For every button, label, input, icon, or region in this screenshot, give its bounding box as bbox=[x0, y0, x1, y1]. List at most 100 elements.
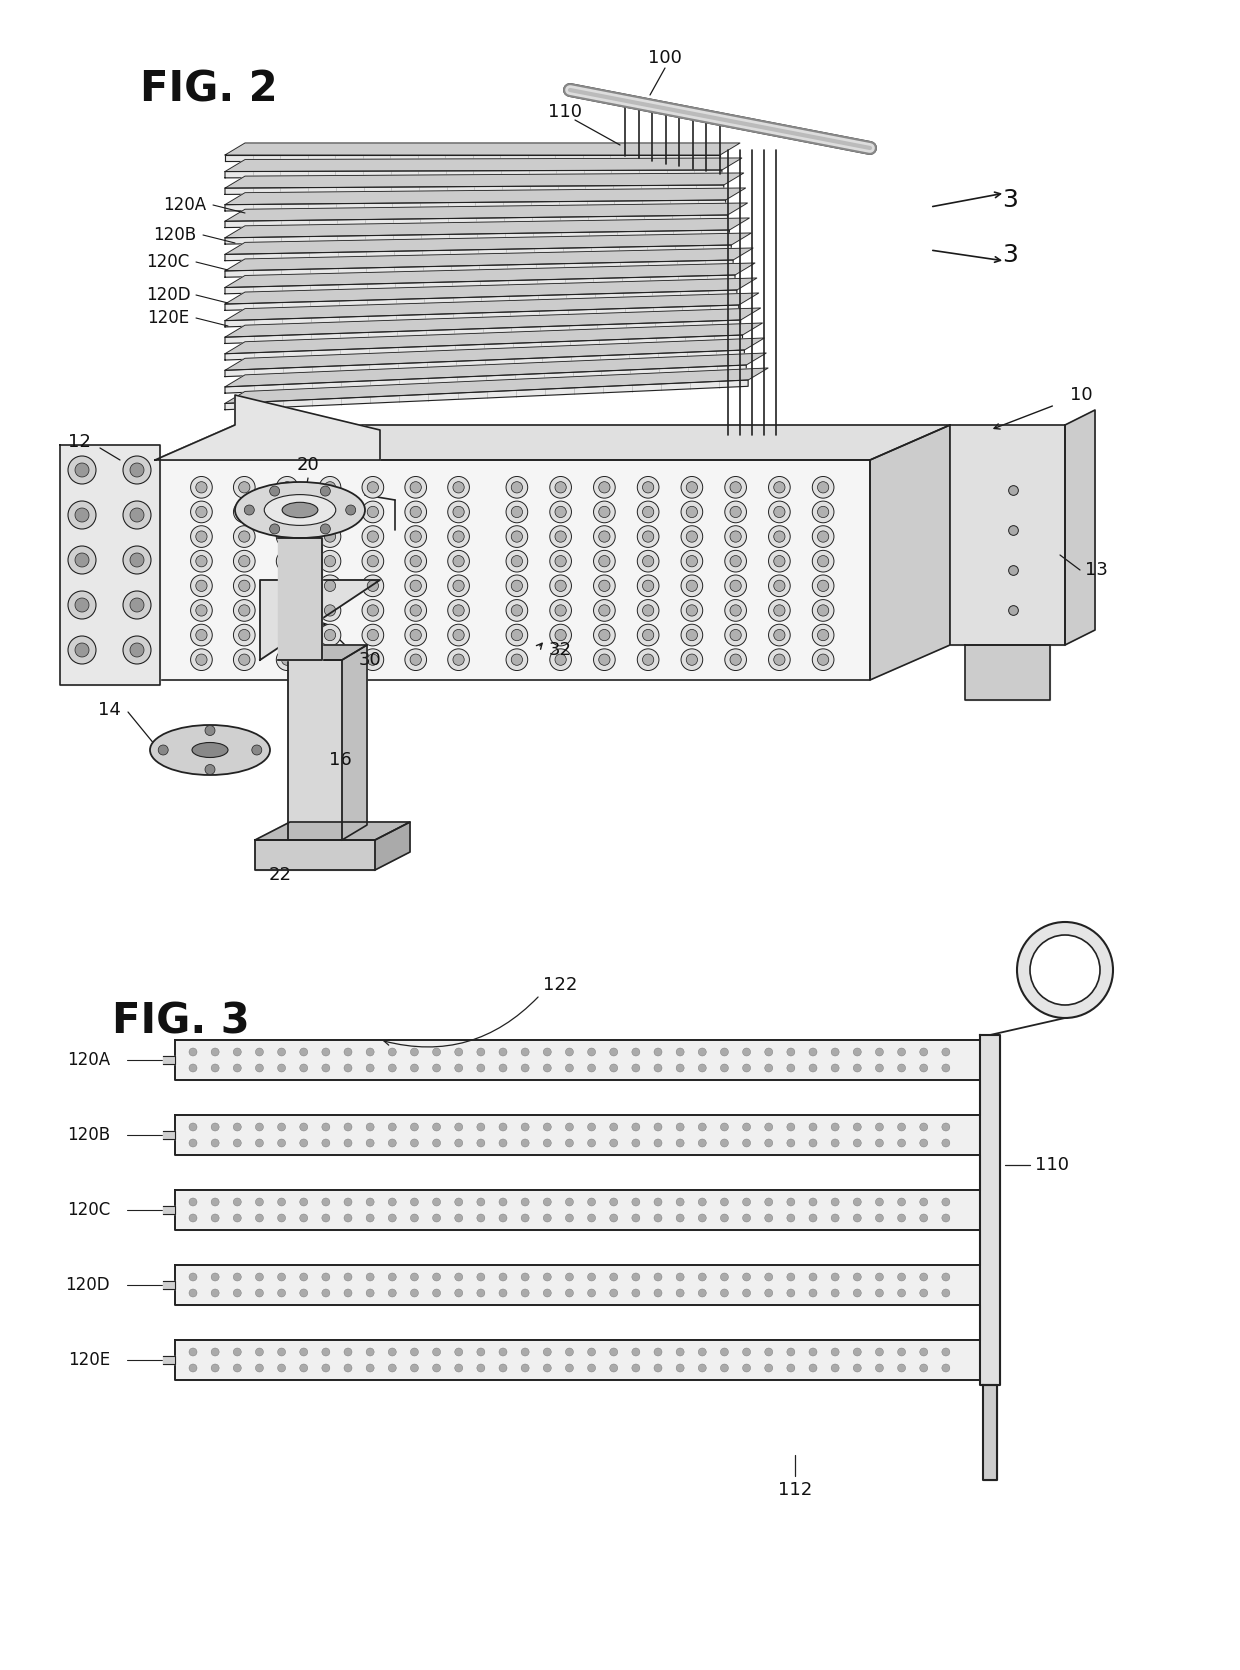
Circle shape bbox=[853, 1197, 862, 1206]
Circle shape bbox=[720, 1197, 728, 1206]
Circle shape bbox=[196, 655, 207, 665]
Polygon shape bbox=[224, 336, 743, 361]
Circle shape bbox=[68, 546, 95, 574]
Circle shape bbox=[730, 531, 742, 543]
Circle shape bbox=[787, 1364, 795, 1373]
Circle shape bbox=[853, 1139, 862, 1147]
Circle shape bbox=[831, 1364, 839, 1373]
Circle shape bbox=[343, 1122, 352, 1131]
Circle shape bbox=[211, 1064, 219, 1072]
Circle shape bbox=[681, 650, 703, 671]
Circle shape bbox=[769, 501, 790, 523]
Circle shape bbox=[511, 655, 522, 665]
Circle shape bbox=[278, 1049, 285, 1055]
Circle shape bbox=[875, 1064, 883, 1072]
Circle shape bbox=[676, 1197, 684, 1206]
Circle shape bbox=[543, 1273, 552, 1281]
Circle shape bbox=[686, 605, 698, 616]
Circle shape bbox=[278, 1122, 285, 1131]
Circle shape bbox=[642, 655, 653, 665]
Polygon shape bbox=[342, 645, 367, 840]
Circle shape bbox=[343, 1064, 352, 1072]
Circle shape bbox=[362, 625, 383, 646]
Circle shape bbox=[610, 1289, 618, 1298]
Circle shape bbox=[255, 1197, 263, 1206]
Circle shape bbox=[543, 1364, 552, 1373]
Circle shape bbox=[920, 1049, 928, 1055]
Circle shape bbox=[410, 655, 422, 665]
Circle shape bbox=[599, 579, 610, 591]
Circle shape bbox=[325, 506, 336, 518]
Polygon shape bbox=[224, 292, 759, 321]
Circle shape bbox=[233, 650, 255, 671]
Circle shape bbox=[322, 1122, 330, 1131]
Circle shape bbox=[130, 463, 144, 478]
Circle shape bbox=[388, 1122, 397, 1131]
Circle shape bbox=[366, 1064, 374, 1072]
Polygon shape bbox=[288, 645, 367, 660]
Circle shape bbox=[196, 630, 207, 641]
Circle shape bbox=[632, 1348, 640, 1356]
Circle shape bbox=[278, 1214, 285, 1222]
Circle shape bbox=[448, 551, 470, 573]
Circle shape bbox=[610, 1273, 618, 1281]
Circle shape bbox=[362, 650, 383, 671]
Circle shape bbox=[211, 1214, 219, 1222]
Circle shape bbox=[698, 1197, 707, 1206]
Circle shape bbox=[720, 1289, 728, 1298]
Text: 30: 30 bbox=[358, 651, 382, 670]
Text: 20: 20 bbox=[296, 456, 320, 474]
Circle shape bbox=[74, 463, 89, 478]
Circle shape bbox=[477, 1348, 485, 1356]
Circle shape bbox=[410, 506, 422, 518]
Circle shape bbox=[681, 501, 703, 523]
Circle shape bbox=[920, 1197, 928, 1206]
Circle shape bbox=[319, 551, 341, 573]
Circle shape bbox=[698, 1273, 707, 1281]
Circle shape bbox=[549, 600, 572, 621]
Circle shape bbox=[233, 1139, 242, 1147]
Circle shape bbox=[730, 506, 742, 518]
Circle shape bbox=[676, 1064, 684, 1072]
Circle shape bbox=[686, 630, 698, 641]
Circle shape bbox=[698, 1122, 707, 1131]
Circle shape bbox=[853, 1289, 862, 1298]
Circle shape bbox=[410, 1139, 418, 1147]
Circle shape bbox=[942, 1214, 950, 1222]
Circle shape bbox=[410, 1364, 418, 1373]
Circle shape bbox=[325, 630, 336, 641]
Polygon shape bbox=[175, 1264, 980, 1304]
Circle shape bbox=[556, 655, 567, 665]
Circle shape bbox=[433, 1139, 440, 1147]
Circle shape bbox=[211, 1122, 219, 1131]
Circle shape bbox=[362, 574, 383, 596]
Polygon shape bbox=[224, 291, 737, 311]
Circle shape bbox=[498, 1348, 507, 1356]
Circle shape bbox=[812, 476, 835, 498]
Circle shape bbox=[498, 1273, 507, 1281]
Circle shape bbox=[498, 1197, 507, 1206]
Circle shape bbox=[743, 1122, 750, 1131]
Circle shape bbox=[632, 1214, 640, 1222]
Circle shape bbox=[765, 1273, 773, 1281]
Circle shape bbox=[453, 605, 464, 616]
Circle shape bbox=[565, 1139, 573, 1147]
Circle shape bbox=[433, 1064, 440, 1072]
Circle shape bbox=[599, 605, 610, 616]
Circle shape bbox=[278, 1064, 285, 1072]
Circle shape bbox=[196, 556, 207, 566]
Circle shape bbox=[322, 1197, 330, 1206]
Circle shape bbox=[769, 625, 790, 646]
Circle shape bbox=[511, 481, 522, 493]
Circle shape bbox=[453, 655, 464, 665]
Circle shape bbox=[676, 1139, 684, 1147]
Circle shape bbox=[278, 1273, 285, 1281]
Circle shape bbox=[74, 508, 89, 523]
Circle shape bbox=[642, 605, 653, 616]
Circle shape bbox=[725, 526, 746, 548]
Circle shape bbox=[319, 476, 341, 498]
Circle shape bbox=[410, 556, 422, 566]
Circle shape bbox=[681, 600, 703, 621]
Circle shape bbox=[320, 486, 330, 496]
Circle shape bbox=[769, 650, 790, 671]
